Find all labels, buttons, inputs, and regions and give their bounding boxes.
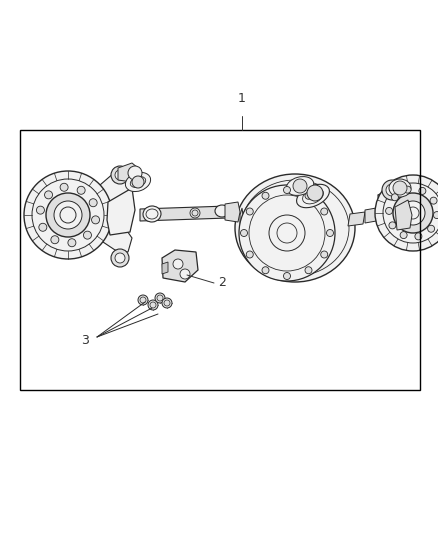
Circle shape xyxy=(283,272,290,279)
Circle shape xyxy=(393,181,407,195)
Circle shape xyxy=(45,191,53,199)
Circle shape xyxy=(111,249,129,267)
Ellipse shape xyxy=(143,206,161,222)
Polygon shape xyxy=(100,170,132,205)
Polygon shape xyxy=(162,250,198,282)
Circle shape xyxy=(321,251,328,258)
Circle shape xyxy=(386,184,398,196)
Circle shape xyxy=(111,166,129,184)
Circle shape xyxy=(293,179,307,193)
Polygon shape xyxy=(225,202,240,222)
Circle shape xyxy=(401,201,425,225)
Circle shape xyxy=(385,207,392,214)
Circle shape xyxy=(246,208,253,215)
Circle shape xyxy=(392,194,399,201)
Circle shape xyxy=(173,259,183,269)
Circle shape xyxy=(393,193,433,233)
Circle shape xyxy=(419,188,426,195)
Circle shape xyxy=(24,171,112,259)
Text: 3: 3 xyxy=(81,334,89,346)
Polygon shape xyxy=(118,163,140,182)
Polygon shape xyxy=(100,228,132,252)
Circle shape xyxy=(262,192,269,199)
Circle shape xyxy=(326,230,333,237)
Circle shape xyxy=(115,170,125,180)
Circle shape xyxy=(400,232,407,239)
Circle shape xyxy=(240,230,247,237)
Circle shape xyxy=(239,185,335,281)
Text: 2: 2 xyxy=(218,277,226,289)
Polygon shape xyxy=(365,207,382,223)
Circle shape xyxy=(180,269,190,279)
Polygon shape xyxy=(240,208,244,230)
Circle shape xyxy=(51,236,59,244)
Circle shape xyxy=(404,186,411,193)
Circle shape xyxy=(305,192,312,199)
Circle shape xyxy=(155,293,165,303)
Circle shape xyxy=(92,216,99,224)
Circle shape xyxy=(54,201,82,229)
Circle shape xyxy=(190,208,200,218)
Ellipse shape xyxy=(389,179,411,197)
Circle shape xyxy=(84,231,92,239)
Bar xyxy=(20,130,420,390)
Polygon shape xyxy=(162,262,168,274)
Circle shape xyxy=(89,199,97,207)
Ellipse shape xyxy=(215,205,229,217)
Circle shape xyxy=(115,253,125,263)
Circle shape xyxy=(283,187,290,193)
Circle shape xyxy=(77,186,85,194)
Circle shape xyxy=(307,185,323,201)
Circle shape xyxy=(375,175,438,251)
Ellipse shape xyxy=(297,184,329,208)
Polygon shape xyxy=(348,212,365,226)
Circle shape xyxy=(262,266,269,274)
Circle shape xyxy=(36,206,44,214)
Circle shape xyxy=(128,166,142,180)
Polygon shape xyxy=(140,206,228,221)
Circle shape xyxy=(246,251,253,258)
Circle shape xyxy=(60,183,68,191)
Ellipse shape xyxy=(286,176,314,196)
Circle shape xyxy=(132,176,144,188)
Circle shape xyxy=(415,233,422,240)
Circle shape xyxy=(305,266,312,274)
Ellipse shape xyxy=(235,174,355,282)
Text: 1: 1 xyxy=(238,92,246,105)
Circle shape xyxy=(430,197,437,204)
Circle shape xyxy=(434,212,438,219)
Circle shape xyxy=(138,295,148,305)
Circle shape xyxy=(68,239,76,247)
Polygon shape xyxy=(107,188,135,235)
Circle shape xyxy=(162,298,172,308)
Circle shape xyxy=(427,225,434,232)
Ellipse shape xyxy=(125,173,151,191)
Circle shape xyxy=(148,300,158,310)
Circle shape xyxy=(46,193,90,237)
Circle shape xyxy=(39,223,47,231)
Polygon shape xyxy=(395,200,412,230)
Polygon shape xyxy=(378,187,408,228)
Circle shape xyxy=(382,180,402,200)
Circle shape xyxy=(389,222,396,229)
Circle shape xyxy=(321,208,328,215)
